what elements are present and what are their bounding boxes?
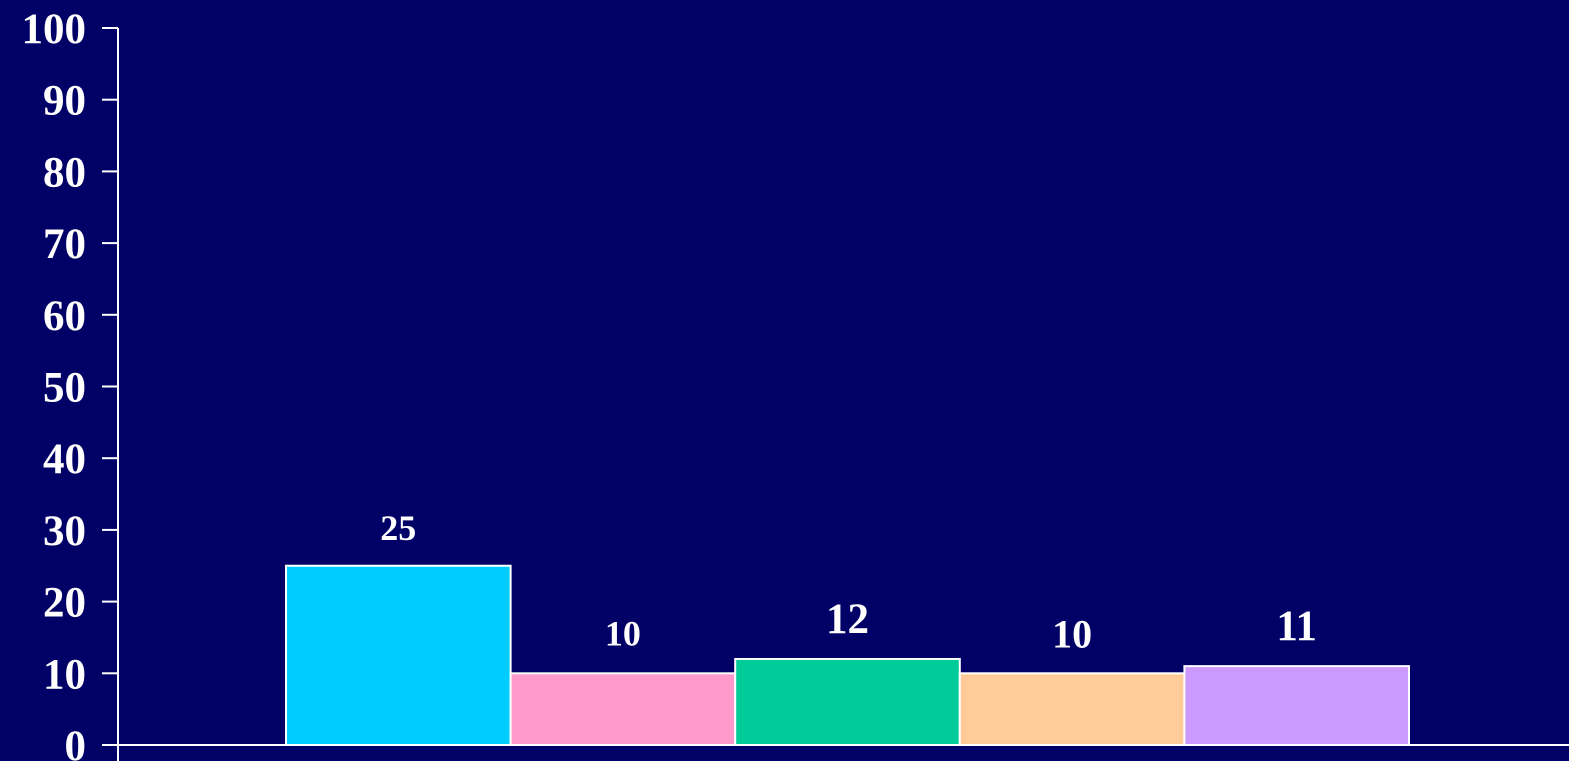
y-tick-label: 0 xyxy=(65,723,87,761)
bar xyxy=(958,672,1186,746)
y-tick-label: 20 xyxy=(43,580,86,627)
y-tick-label: 10 xyxy=(43,651,86,698)
y-tick-label: 30 xyxy=(43,508,86,555)
bar xyxy=(1183,665,1411,747)
data-label: 12 xyxy=(826,596,869,643)
y-tick-label: 70 xyxy=(43,221,86,268)
y-tick-label: 100 xyxy=(22,6,87,53)
data-labels: 25 10 12 10 11 xyxy=(380,508,1317,657)
data-label: 10 xyxy=(605,613,641,653)
y-tick-label: 90 xyxy=(43,78,86,125)
data-label: 25 xyxy=(380,508,416,548)
bar xyxy=(285,564,512,746)
y-tick-label: 60 xyxy=(43,293,86,340)
bar xyxy=(734,657,961,747)
bars xyxy=(285,564,1411,747)
data-label: 11 xyxy=(1276,603,1317,650)
y-tick-label: 80 xyxy=(43,149,86,196)
data-label: 10 xyxy=(1052,611,1092,656)
y-tick-label: 50 xyxy=(43,365,86,412)
bar xyxy=(509,672,737,746)
y-axis: 0 10 20 30 40 50 60 70 80 90 100 xyxy=(22,6,119,761)
y-tick-label: 40 xyxy=(43,436,86,483)
